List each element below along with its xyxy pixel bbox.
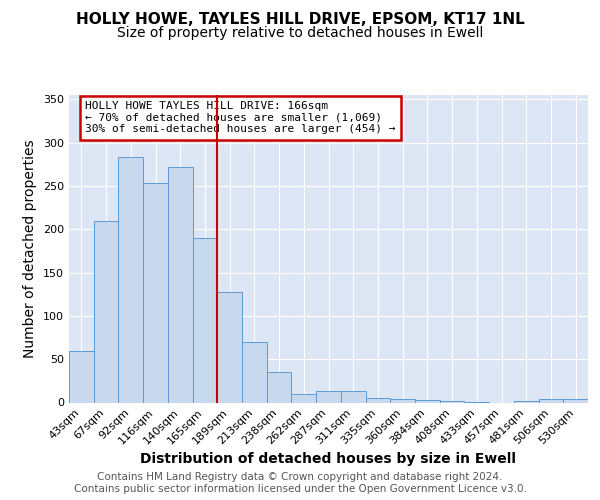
Bar <box>94 220 118 402</box>
Bar <box>563 399 588 402</box>
Bar <box>217 292 242 403</box>
Bar <box>514 401 539 402</box>
Bar <box>168 167 193 402</box>
Bar <box>242 342 267 402</box>
Bar <box>118 158 143 402</box>
X-axis label: Distribution of detached houses by size in Ewell: Distribution of detached houses by size … <box>140 452 517 466</box>
Text: Size of property relative to detached houses in Ewell: Size of property relative to detached ho… <box>117 26 483 40</box>
Bar <box>316 391 341 402</box>
Bar <box>267 372 292 402</box>
Text: HOLLY HOWE, TAYLES HILL DRIVE, EPSOM, KT17 1NL: HOLLY HOWE, TAYLES HILL DRIVE, EPSOM, KT… <box>76 12 524 28</box>
Bar <box>390 399 415 402</box>
Bar <box>193 238 217 402</box>
Y-axis label: Number of detached properties: Number of detached properties <box>23 140 37 358</box>
Bar <box>143 184 168 402</box>
Bar <box>539 399 563 402</box>
Text: HOLLY HOWE TAYLES HILL DRIVE: 166sqm
← 70% of detached houses are smaller (1,069: HOLLY HOWE TAYLES HILL DRIVE: 166sqm ← 7… <box>85 101 395 134</box>
Text: Contains public sector information licensed under the Open Government Licence v3: Contains public sector information licen… <box>74 484 526 494</box>
Bar <box>69 350 94 403</box>
Bar <box>415 400 440 402</box>
Bar <box>365 398 390 402</box>
Bar <box>440 401 464 402</box>
Text: Contains HM Land Registry data © Crown copyright and database right 2024.: Contains HM Land Registry data © Crown c… <box>97 472 503 482</box>
Bar <box>341 391 365 402</box>
Bar <box>292 394 316 402</box>
